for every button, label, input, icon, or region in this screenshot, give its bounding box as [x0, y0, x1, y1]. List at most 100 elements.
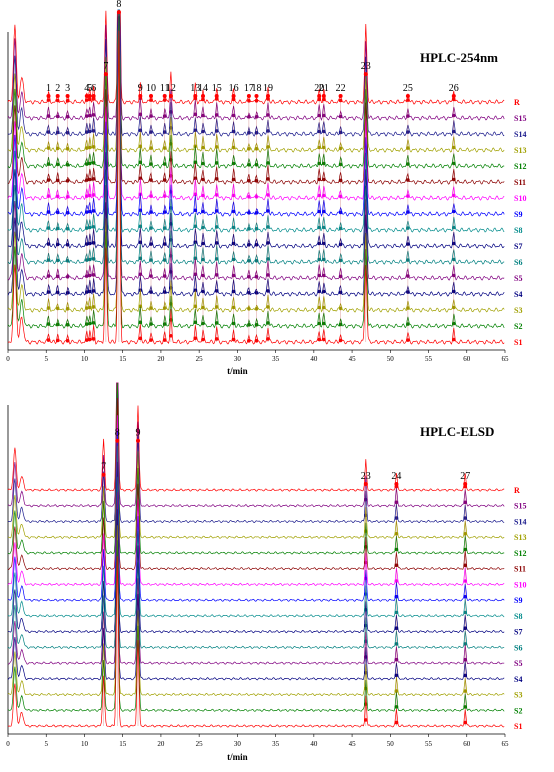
- trace-label: S15: [514, 502, 526, 511]
- peak-label: 27: [460, 471, 470, 482]
- x-tick-label: 0: [6, 740, 10, 748]
- x-tick-label: 15: [119, 355, 127, 363]
- peak-label: 5: [87, 83, 92, 94]
- x-tick-label: 20: [157, 355, 165, 363]
- peak-top-marker: [463, 482, 468, 486]
- peak-label: 15: [212, 83, 222, 94]
- trace-label: S8: [514, 226, 522, 235]
- trace-S3: [7, 9, 505, 313]
- peak-top-marker: [162, 94, 167, 98]
- peak-top-marker: [115, 438, 120, 443]
- x-tick-label: 50: [387, 740, 395, 748]
- peak-top-marker: [201, 94, 205, 98]
- x-tick-label: 45: [349, 740, 357, 748]
- trace-S6: [7, 9, 505, 265]
- peak-label: 1: [46, 83, 51, 94]
- x-tick-label: 25: [196, 355, 204, 363]
- x-tick-label: 25: [196, 740, 204, 748]
- trace-label: S4: [514, 290, 522, 299]
- peak-top-marker: [246, 94, 251, 98]
- peak-label: 8: [116, 0, 121, 10]
- trace-R: [7, 382, 505, 492]
- peak-label: 3: [65, 83, 70, 94]
- trace-S2: [7, 16, 505, 329]
- trace-label: S15: [514, 114, 526, 123]
- x-tick-label: 30: [234, 355, 242, 363]
- peak-top-marker: [87, 94, 92, 98]
- trace-S13: [7, 382, 505, 539]
- peak-label: 8: [115, 428, 120, 439]
- trace-label: S11: [514, 565, 526, 574]
- x-tick-label: 0: [6, 355, 10, 363]
- x-axis-label: t/min: [227, 366, 248, 376]
- x-tick-label: 35: [272, 740, 280, 748]
- trace-S5: [7, 492, 505, 665]
- peak-top-marker: [103, 72, 108, 77]
- trace-label: S14: [514, 130, 526, 139]
- peak-top-marker: [394, 482, 399, 486]
- peak-label: 2: [55, 83, 60, 94]
- peak-top-marker: [254, 94, 259, 98]
- x-tick-label: 5: [44, 740, 48, 748]
- trace-label: S13: [514, 146, 526, 155]
- trace-label: R: [514, 486, 520, 495]
- trace-label: S3: [514, 691, 522, 700]
- x-tick-label: 50: [387, 355, 395, 363]
- peak-label: 12: [166, 83, 176, 94]
- peak-label: 20: [314, 83, 324, 94]
- chart-title: HPLC-254nm: [420, 50, 498, 65]
- trace-label: S10: [514, 580, 526, 589]
- x-tick-label: 45: [349, 355, 357, 363]
- trace-label: S4: [514, 675, 522, 684]
- trace-S1: [8, 30, 505, 345]
- peak-top-marker: [266, 94, 270, 98]
- trace-S2: [7, 540, 505, 712]
- x-tick-label: 55: [425, 355, 433, 363]
- x-tick-label: 10: [81, 355, 89, 363]
- trace-label: S1: [514, 722, 522, 731]
- panel-hplc-elsd: HPLC-ELSDRS15S14S13S12S11S10S9S8S7S6S5S4…: [6, 382, 526, 762]
- peak-label: 4: [84, 83, 89, 94]
- trace-label: R: [514, 98, 520, 107]
- peak-label: 7: [103, 61, 108, 72]
- trace-S14: [7, 382, 505, 524]
- trace-label: S13: [514, 533, 526, 542]
- trace-S12: [7, 382, 505, 555]
- trace-label: S6: [514, 643, 522, 652]
- peak-top-marker: [168, 94, 173, 98]
- panel-hplc-254nm: HPLC-254nmRS15S14S13S12S11S10S9S8S7S6S5S…: [6, 0, 526, 376]
- peak-label: 11: [160, 83, 170, 94]
- trace-S7: [7, 9, 505, 249]
- trace-S10: [7, 9, 505, 201]
- peak-top-marker: [55, 94, 60, 98]
- peak-label: 16: [229, 83, 239, 94]
- x-tick-label: 5: [44, 355, 48, 363]
- trace-S6: [7, 476, 505, 649]
- peak-label: 9: [138, 83, 143, 94]
- peak-top-marker: [46, 94, 51, 98]
- peak-label: 10: [146, 83, 156, 94]
- peak-top-marker: [321, 94, 326, 98]
- x-tick-label: 55: [425, 740, 433, 748]
- trace-label: S7: [514, 242, 522, 251]
- peak-top-marker: [101, 472, 106, 477]
- peak-label: 25: [403, 83, 413, 94]
- x-tick-label: 20: [157, 740, 165, 748]
- trace-label: S2: [514, 322, 522, 331]
- trace-S7: [7, 461, 505, 634]
- peak-label: 26: [449, 83, 459, 94]
- peak-label: 17: [244, 83, 254, 94]
- trace-label: S9: [514, 210, 522, 219]
- trace-S9: [7, 430, 505, 602]
- peak-top-marker: [65, 94, 70, 98]
- trace-S10: [7, 415, 505, 587]
- peak-label: 23: [361, 471, 371, 482]
- trace-label: S7: [514, 628, 522, 637]
- peak-label: 9: [136, 428, 141, 439]
- trace-S12: [7, 9, 505, 169]
- trace-S11: [7, 397, 505, 571]
- peak-top-marker: [91, 94, 96, 98]
- trace-label: S11: [514, 178, 526, 187]
- peak-label: 24: [391, 471, 401, 482]
